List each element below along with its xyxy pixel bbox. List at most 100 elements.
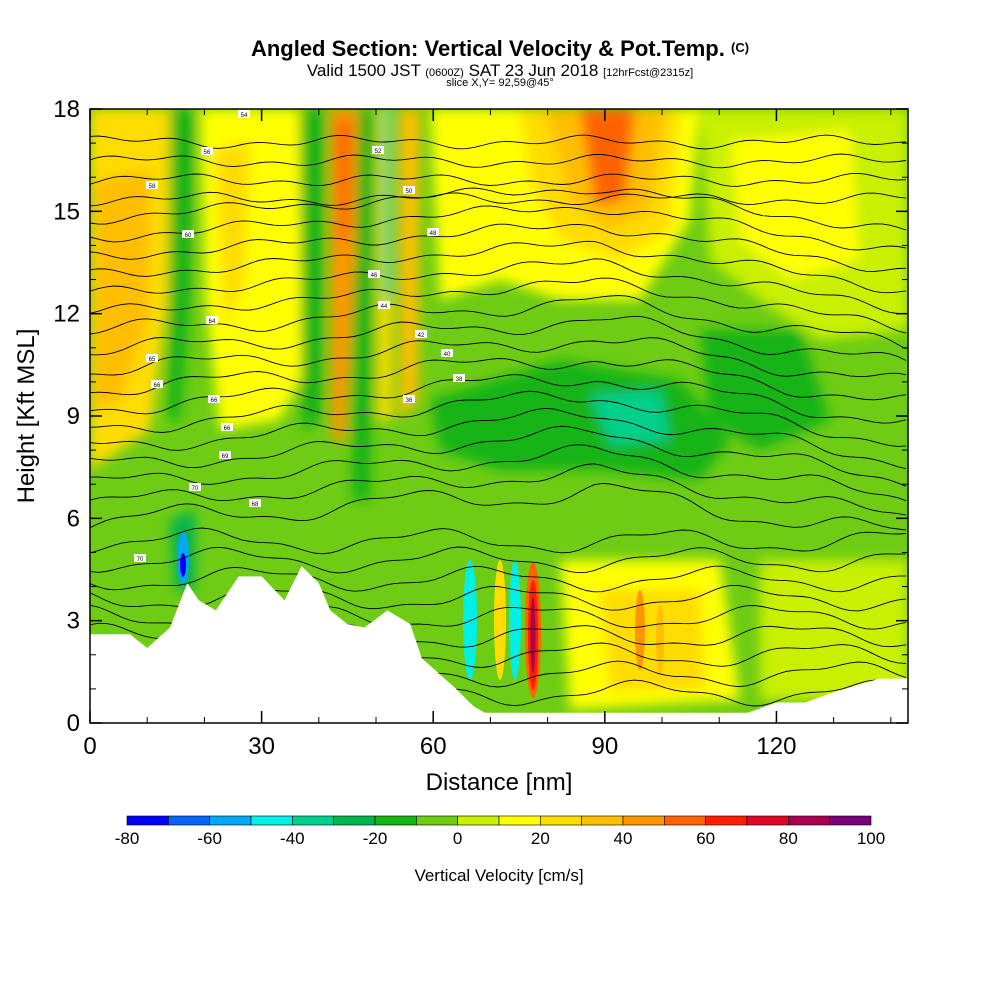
contour-label-box: [441, 349, 453, 357]
contour-label: 38: [456, 377, 463, 383]
terrain-mask: [90, 566, 908, 723]
colorbar-swatch: [374, 815, 417, 826]
title-main: Angled Section: Vertical Velocity & Pot.…: [250, 36, 725, 61]
colorbar-swatch: [457, 815, 500, 826]
colorbar-label: Vertical Velocity [cm/s]: [414, 866, 583, 885]
contour-label-box: [201, 147, 213, 155]
contour-label-box: [403, 395, 415, 403]
field-region-downdraft: [590, 390, 670, 445]
contour-label: 70: [137, 557, 144, 563]
field-cell-downdraft: [509, 560, 521, 680]
y-tick-label: 9: [67, 403, 80, 430]
isentrope-line: [90, 337, 907, 378]
y-tick-label: 18: [53, 96, 80, 123]
isentrope-line: [90, 240, 907, 294]
contour-label: 46: [371, 273, 378, 279]
valid-date: SAT 23 Jun 2018: [468, 61, 599, 80]
colorbar-swatch: [126, 815, 169, 826]
field-region-updraft: [600, 590, 705, 690]
contour-label: 60: [185, 233, 192, 239]
contour-label: 65: [149, 357, 156, 363]
contour-label: 52: [375, 149, 382, 155]
contour-label: 69: [222, 454, 229, 460]
colorbar-tick-label: 60: [696, 829, 715, 848]
contour-label-box: [221, 423, 233, 431]
valid-utc: (0600Z): [425, 67, 464, 79]
colorbar-swatch: [333, 815, 376, 826]
colorbar-tick-label: 20: [531, 829, 550, 848]
isentrope-line: [90, 153, 907, 169]
field-region-downdraft: [383, 109, 391, 300]
contour-label: 66: [224, 426, 231, 432]
isentrope-line: [90, 277, 907, 334]
colorbar: -80 -60 -40 -20 0 20 40 60 80 100: [115, 815, 885, 848]
colorbar-tick-label: -60: [197, 829, 222, 848]
field-region-neutral: [760, 560, 908, 700]
contour-label: 50: [406, 189, 413, 195]
isentrope-line: [90, 205, 907, 251]
isentrope-line: [90, 295, 907, 350]
colorbar-tick-label: -20: [363, 829, 388, 848]
contour-label: 68: [252, 502, 259, 508]
isentrope-line: [90, 172, 907, 187]
x-tick-label: 90: [591, 733, 618, 760]
contour-label: 66: [154, 383, 161, 389]
contour-label-box: [206, 316, 218, 324]
contour-label-box: [146, 354, 158, 362]
contour-label-box: [403, 186, 415, 194]
isentrope-line: [90, 134, 907, 150]
isentrope-line: [90, 482, 907, 531]
field-cell-updraft: [635, 590, 645, 670]
x-axis: 0 30 60 90 120: [83, 109, 892, 760]
y-axis-label: Height [Kft MSL]: [13, 329, 40, 504]
contour-label: 44: [381, 304, 388, 310]
contour-label: 64: [209, 319, 216, 325]
x-tick-label: 0: [83, 733, 96, 760]
contour-label-box: [146, 181, 158, 189]
chart-subtitle: Valid 1500 JST (0600Z) SAT 23 Jun 2018 […: [0, 61, 1000, 81]
isentrope-line: [90, 191, 907, 207]
contour-label: 54: [241, 113, 248, 119]
contour-label: 66: [211, 398, 218, 404]
colorbar-tick-label: -40: [280, 829, 305, 848]
isentrope-line: [90, 407, 907, 470]
contour-label-box: [219, 451, 231, 459]
x-axis-label: Distance [nm]: [426, 769, 573, 796]
field-region-updraft: [580, 109, 635, 205]
isentrope-line: [90, 223, 907, 272]
field-region-updraft: [215, 140, 250, 330]
contour-label-box: [368, 270, 380, 278]
isentrope-line: [90, 258, 906, 314]
y-tick-label: 6: [67, 505, 80, 532]
field-region-updraft: [330, 109, 358, 440]
contour-label-box: [151, 380, 163, 388]
contour-label-box: [415, 330, 427, 338]
contour-label: 58: [149, 184, 156, 190]
field-cell-updraft: [494, 560, 506, 680]
isentrope-line: [90, 527, 907, 555]
contour-label-box: [189, 483, 201, 491]
contour-label-box: [238, 110, 250, 118]
contour-label: 70: [192, 486, 199, 492]
colorbar-swatch: [209, 815, 252, 826]
contour-label-box: [378, 301, 390, 309]
field-region-downdraft: [168, 109, 195, 420]
valid-prefix: Valid 1500 JST: [306, 61, 421, 80]
y-tick-label: 0: [67, 710, 80, 737]
contour-label: 48: [430, 231, 437, 237]
field-region-updraft: [95, 170, 150, 410]
colorbar-swatch: [829, 815, 872, 826]
field-cell-updraft: [530, 597, 536, 673]
contour-label: 56: [204, 150, 211, 156]
isentrope-line: [90, 425, 907, 487]
contour-label-box: [134, 554, 146, 562]
field-region-downdraft: [430, 360, 730, 480]
field-region-downdraft: [352, 109, 375, 500]
colorbar-swatch: [168, 815, 210, 826]
y-tick-label: 3: [67, 608, 80, 635]
contour-label: 40: [444, 352, 451, 358]
isentrope-line: [90, 565, 907, 593]
field-cell-downdraft: [463, 560, 477, 680]
isentrope-line: [90, 584, 907, 612]
